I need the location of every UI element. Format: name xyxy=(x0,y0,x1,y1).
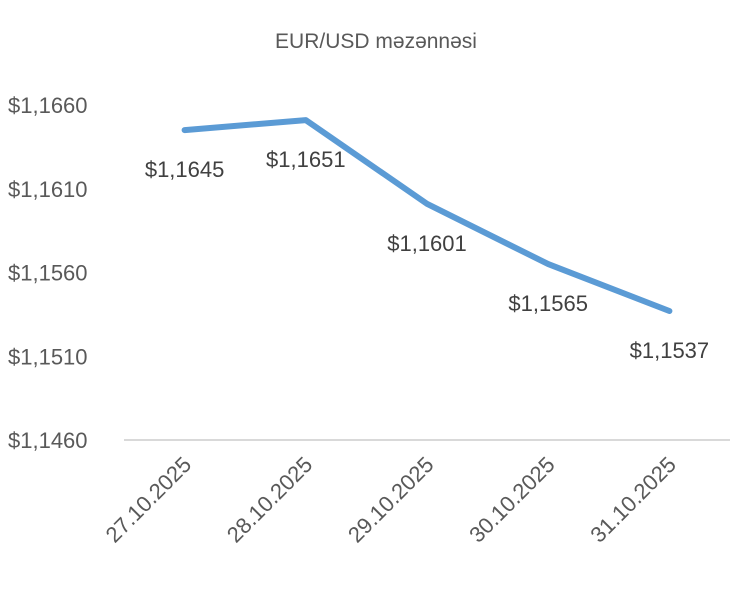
x-tick-label: 31.10.2025 xyxy=(585,452,681,548)
data-label: $1,1645 xyxy=(145,157,225,182)
data-label: $1,1537 xyxy=(630,338,710,363)
data-label: $1,1565 xyxy=(508,291,588,316)
y-tick-label: $1,1510 xyxy=(8,344,88,369)
x-tick-label: 29.10.2025 xyxy=(343,452,439,548)
chart-title: EUR/USD məzənnəsi xyxy=(275,30,477,53)
data-label: $1,1651 xyxy=(266,147,346,172)
data-labels: $1,1645 $1,1651 $1,1601 $1,1565 $1,1537 xyxy=(145,147,709,363)
y-tick-label: $1,1660 xyxy=(8,93,88,118)
series-line xyxy=(181,117,673,314)
y-tick-label: $1,1460 xyxy=(8,428,88,453)
data-label: $1,1601 xyxy=(387,231,467,256)
x-tick-label: 30.10.2025 xyxy=(464,452,560,548)
x-tick-label: 27.10.2025 xyxy=(101,452,197,548)
x-tick-label: 28.10.2025 xyxy=(222,452,318,548)
x-axis-ticks: 27.10.2025 28.10.2025 29.10.2025 30.10.2025… xyxy=(101,452,681,548)
y-tick-label: $1,1610 xyxy=(8,177,88,202)
y-axis-ticks: $1,1460 $1,1510 $1,1560 $1,1610 $1,1660 xyxy=(8,93,88,453)
y-tick-label: $1,1560 xyxy=(8,261,88,286)
